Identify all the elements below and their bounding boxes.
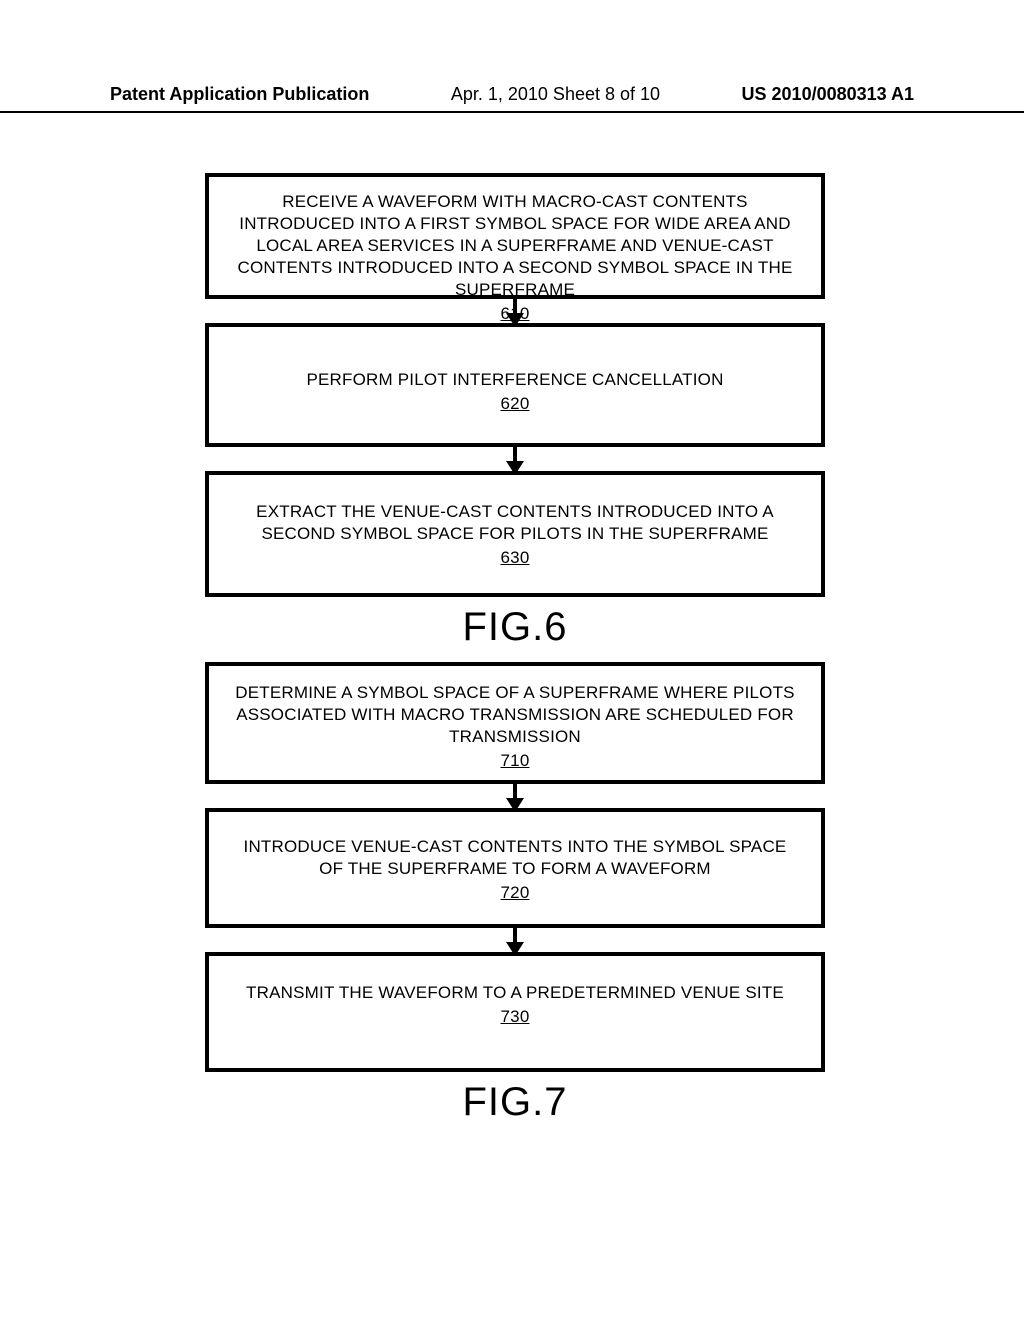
header-date-sheet: Apr. 1, 2010 Sheet 8 of 10 (451, 84, 660, 105)
flow-box-ref: 720 (501, 882, 530, 904)
header-publication: Patent Application Publication (110, 84, 369, 105)
figure-label-6: FIG.6 (205, 605, 825, 650)
page-header: Patent Application Publication Apr. 1, 2… (0, 84, 1024, 113)
flow-box-630: EXTRACT THE VENUE-CAST CONTENTS INTRODUC… (205, 471, 825, 597)
flow-box-710: DETERMINE A SYMBOL SPACE OF A SUPERFRAME… (205, 662, 825, 784)
flow-box-620: PERFORM PILOT INTERFERENCE CANCELLATION … (205, 323, 825, 447)
figure-label-7: FIG.7 (205, 1080, 825, 1125)
flow-box-ref: 630 (501, 547, 530, 569)
flow-box-text: DETERMINE A SYMBOL SPACE OF A SUPERFRAME… (231, 682, 799, 748)
flow-box-text: TRANSMIT THE WAVEFORM TO A PREDETERMINED… (231, 982, 799, 1004)
flow-box-text: EXTRACT THE VENUE-CAST CONTENTS INTRODUC… (231, 501, 799, 545)
header-patent-number: US 2010/0080313 A1 (742, 84, 914, 105)
flow-box-720: INTRODUCE VENUE-CAST CONTENTS INTO THE S… (205, 808, 825, 928)
flowchart-fig6: RECEIVE A WAVEFORM WITH MACRO-CAST CONTE… (205, 173, 825, 650)
flow-box-text: PERFORM PILOT INTERFERENCE CANCELLATION (231, 369, 799, 391)
flow-box-text: RECEIVE A WAVEFORM WITH MACRO-CAST CONTE… (231, 191, 799, 301)
flow-box-610: RECEIVE A WAVEFORM WITH MACRO-CAST CONTE… (205, 173, 825, 299)
flow-box-ref: 730 (501, 1006, 530, 1028)
flow-box-730: TRANSMIT THE WAVEFORM TO A PREDETERMINED… (205, 952, 825, 1072)
flow-box-ref: 710 (501, 750, 530, 772)
flow-box-text: INTRODUCE VENUE-CAST CONTENTS INTO THE S… (231, 836, 799, 880)
flow-box-ref: 620 (501, 393, 530, 415)
flowchart-fig7: DETERMINE A SYMBOL SPACE OF A SUPERFRAME… (205, 662, 825, 1125)
